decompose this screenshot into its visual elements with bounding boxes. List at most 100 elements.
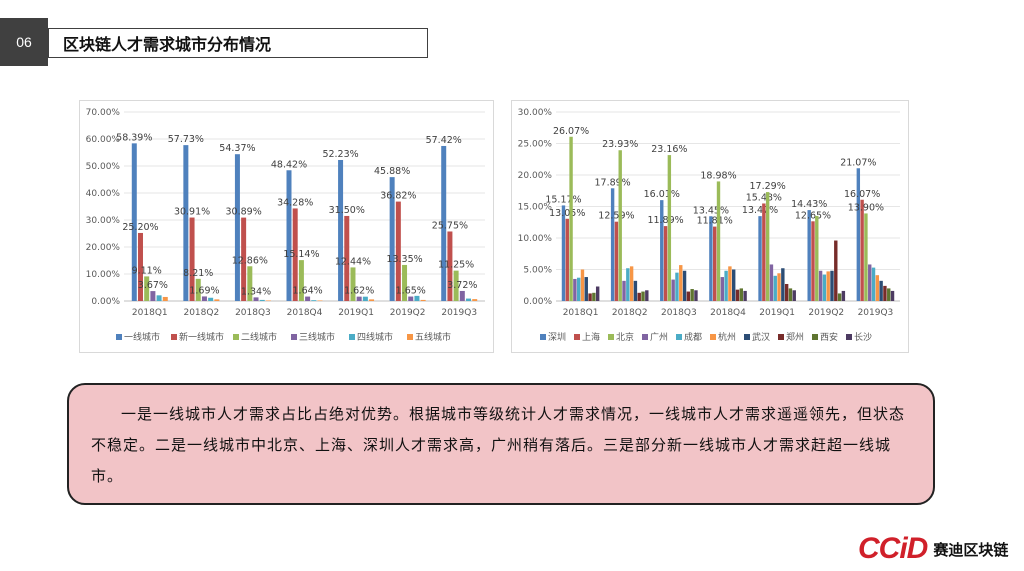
bar — [247, 266, 253, 301]
legend-swatch — [608, 334, 614, 340]
bar — [788, 288, 793, 301]
data-label: 15.14% — [283, 249, 319, 260]
bar — [441, 145, 447, 301]
bar — [728, 266, 732, 301]
bar — [156, 295, 162, 301]
ccid-logo: CCiD 赛迪区块链 — [858, 532, 1009, 565]
bar — [453, 270, 459, 301]
data-label: 8.21% — [183, 268, 213, 279]
bar — [595, 286, 600, 301]
legend-label: 三线城市 — [299, 331, 335, 343]
bar — [208, 297, 214, 301]
bar — [864, 213, 868, 301]
bar — [811, 221, 815, 301]
y-tick-label: 25.00% — [518, 140, 553, 150]
bar — [234, 154, 240, 301]
data-label: 16.01% — [644, 189, 680, 200]
legend-label: 一线城市 — [124, 331, 160, 343]
legend-label: 上海 — [582, 331, 600, 343]
bar — [626, 268, 630, 301]
data-label: 23.93% — [602, 139, 638, 150]
data-label: 1.69% — [189, 285, 219, 296]
y-tick-label: 10.00% — [518, 234, 553, 244]
y-tick-label: 20.00% — [86, 243, 121, 253]
bar — [732, 269, 736, 301]
legend-swatch — [233, 334, 239, 340]
bar — [769, 264, 774, 301]
bar — [815, 215, 819, 301]
x-tick-label: 2019Q2 — [390, 308, 426, 318]
bar — [389, 177, 395, 301]
data-label: 11.25% — [438, 260, 474, 271]
bar — [317, 300, 323, 301]
x-tick-label: 2019Q2 — [808, 308, 844, 318]
legend-swatch — [116, 334, 122, 340]
x-tick-label: 2019Q3 — [441, 308, 477, 318]
bar — [414, 295, 420, 301]
bar — [834, 240, 838, 301]
page-title: 区块链人才需求城市分布情况 — [48, 28, 428, 58]
legend-label: 北京 — [616, 331, 634, 343]
x-tick-label: 2018Q2 — [612, 308, 648, 318]
bar — [883, 285, 887, 301]
bar — [758, 216, 762, 301]
bar — [739, 288, 743, 301]
bar — [131, 143, 137, 301]
bar — [875, 275, 880, 301]
bar — [765, 192, 770, 301]
bar — [860, 199, 864, 301]
legend-label: 杭州 — [718, 331, 736, 343]
data-label: 1.34% — [241, 286, 271, 297]
x-tick-label: 2019Q3 — [858, 308, 894, 318]
data-label: 31.50% — [329, 205, 365, 216]
y-tick-label: 50.00% — [86, 162, 121, 172]
legend-swatch — [642, 334, 648, 340]
data-label: 58.39% — [116, 132, 152, 143]
data-label: 57.42% — [426, 135, 462, 146]
bar — [856, 168, 861, 301]
y-tick-label: 20.00% — [518, 171, 553, 181]
y-tick-label: 30.00% — [86, 216, 121, 226]
legend-swatch — [291, 334, 297, 340]
y-tick-label: 0.00% — [523, 297, 552, 307]
bar — [690, 289, 694, 301]
bar — [466, 298, 472, 301]
legend-swatch — [349, 334, 355, 340]
y-tick-label: 15.00% — [518, 203, 553, 213]
bar — [144, 276, 150, 301]
data-label: 9.11% — [132, 265, 162, 276]
logo-sub: 赛迪区块链 — [933, 540, 1009, 559]
bar — [362, 296, 368, 301]
bar — [395, 201, 401, 301]
data-label: 15.48% — [746, 192, 782, 203]
data-label: 11.89% — [647, 215, 683, 226]
bar — [580, 269, 585, 301]
bar — [402, 264, 408, 301]
bar — [686, 291, 691, 301]
data-label: 17.29% — [750, 181, 786, 192]
bar — [822, 274, 827, 301]
bar — [879, 280, 883, 301]
bar — [682, 270, 687, 301]
bar — [735, 289, 740, 301]
bar — [150, 291, 156, 301]
legend-swatch — [407, 334, 413, 340]
y-tick-label: 70.00% — [86, 108, 121, 118]
bar — [195, 278, 201, 301]
bar — [826, 271, 830, 301]
summary-text: 一是一线城市人才需求占比占绝对优势。根据城市等级统计人才需求情况，一线城市人才需… — [91, 405, 906, 485]
bar — [868, 264, 872, 301]
legend-swatch — [846, 334, 852, 340]
x-tick-label: 2018Q4 — [287, 308, 323, 318]
bar — [565, 218, 569, 301]
bar — [694, 290, 698, 301]
bar — [792, 290, 796, 301]
bar — [569, 136, 573, 301]
bar — [265, 300, 271, 301]
legend-label: 深圳 — [548, 332, 566, 343]
x-tick-label: 2018Q1 — [132, 308, 168, 318]
bar — [637, 292, 641, 301]
legend-swatch — [744, 334, 750, 340]
data-label: 16.07% — [844, 189, 880, 200]
bar — [201, 296, 207, 301]
